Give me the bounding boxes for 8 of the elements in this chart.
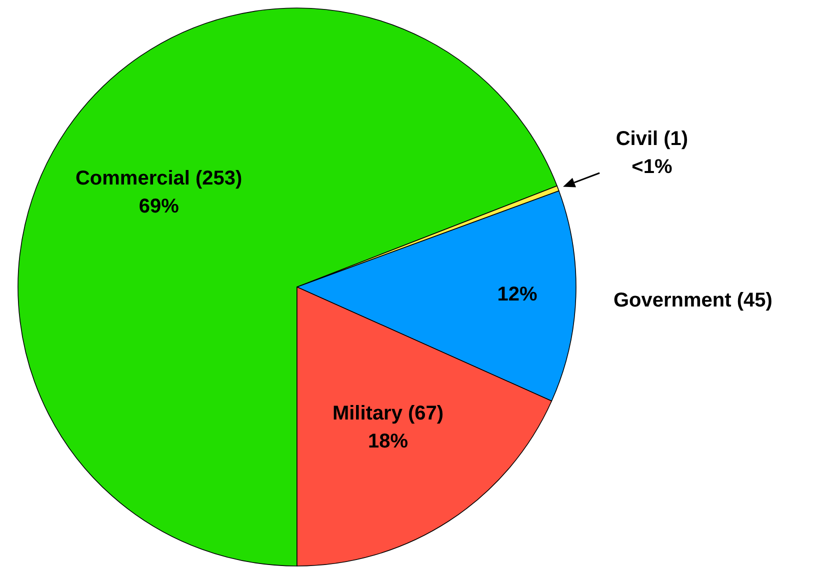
data-label: 18% — [368, 430, 408, 452]
slice-label: Military (67) — [332, 402, 444, 424]
data-label: 12% — [497, 284, 538, 306]
data-label: 69% — [138, 195, 180, 218]
slice-label: Commercial (253) — [75, 167, 242, 190]
slice-label: Government (45) — [613, 290, 772, 312]
data-label: <1% — [632, 156, 672, 178]
slice-label: Civil (1) — [616, 128, 688, 150]
